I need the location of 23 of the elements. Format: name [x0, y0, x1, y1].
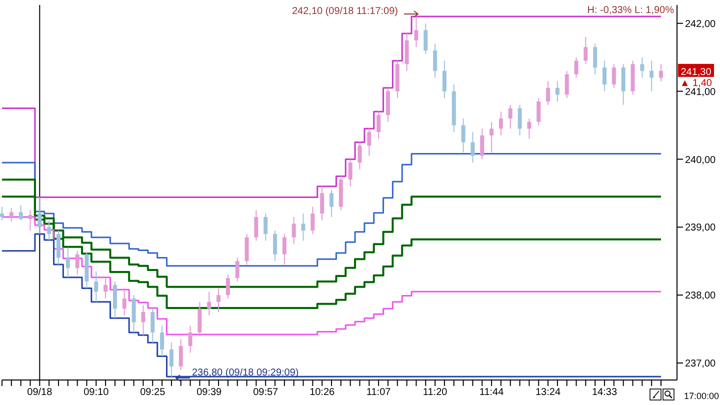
x-tick-label: 09:10: [84, 387, 110, 398]
x-tick-label: 09:57: [253, 387, 279, 398]
y-tick-label: 239,00: [685, 222, 716, 234]
text: ▲ 1,40: [680, 78, 712, 89]
annotation: 236,80 (09/18 09:29:09): [192, 368, 299, 379]
y-tick-label: 241,00: [685, 86, 716, 98]
y-tick-label: 237,00: [685, 358, 716, 370]
x-tick-label: 09/18: [27, 387, 53, 398]
y-tick-label: 242,00: [685, 18, 716, 30]
x-tick-label: 10:26: [310, 387, 336, 398]
y-tick-label: 240,00: [685, 154, 716, 166]
x-tick-label: 11:44: [479, 387, 504, 398]
annotation: H: -0,33% L: 1,90%: [587, 5, 674, 16]
x-tick-label: 09:25: [140, 387, 166, 398]
text: 241,30: [680, 66, 712, 78]
x-tick-label: 09:39: [196, 387, 222, 398]
x-tick-label: 13:24: [536, 387, 561, 398]
x-tick-label: 11:20: [422, 387, 448, 398]
x-tick-label: 14:33: [592, 387, 618, 398]
y-tick-label: 238,00: [685, 290, 716, 302]
text: 17:00:00: [684, 391, 719, 401]
annotation: 242,10 (09/18 11:17:09): [292, 6, 398, 17]
x-tick-label: 11:07: [366, 387, 392, 398]
